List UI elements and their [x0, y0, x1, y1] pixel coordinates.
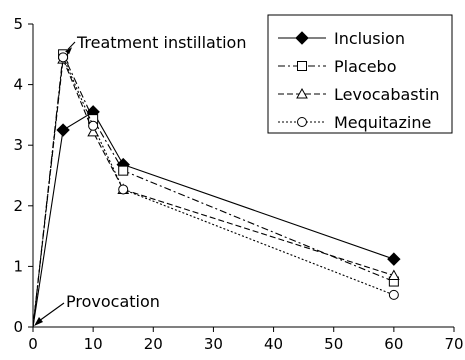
- circle-marker: [88, 120, 99, 131]
- y-tick-label: 1: [13, 257, 23, 275]
- x-tick-label: 70: [444, 335, 463, 353]
- circle-marker: [388, 289, 399, 300]
- circle-marker: [118, 184, 129, 195]
- legend-item-inclusion: Inclusion: [278, 29, 405, 48]
- square-marker: [118, 165, 129, 176]
- diamond-marker: [387, 252, 401, 266]
- triangle-marker: [388, 269, 400, 280]
- annotation-treatment-instillation: Treatment instillation: [76, 33, 246, 52]
- series-layer: [32, 49, 401, 328]
- diamond-marker: [56, 123, 70, 137]
- legend-item-levocabastin: Levocabastin: [278, 85, 440, 104]
- circle-marker: [297, 117, 307, 127]
- annotation-arrow: [67, 41, 76, 50]
- legend-item-placebo: Placebo: [278, 57, 396, 76]
- legend-label-mequitazine: Mequitazine: [334, 113, 431, 132]
- legend-label-placebo: Placebo: [334, 57, 396, 76]
- diamond-marker: [295, 31, 309, 45]
- x-tick-label: 40: [264, 335, 283, 353]
- y-tick-label: 0: [13, 318, 23, 336]
- legend-label-inclusion: Inclusion: [334, 29, 405, 48]
- square-marker: [297, 61, 307, 71]
- triangle-marker: [296, 87, 308, 99]
- x-tick-label: 10: [84, 335, 103, 353]
- legend-item-mequitazine: Mequitazine: [278, 113, 431, 132]
- provocation-arrowhead: [34, 317, 43, 326]
- x-tick-label: 0: [28, 335, 38, 353]
- y-tick-label: 3: [13, 136, 23, 154]
- x-tick-label: 50: [324, 335, 343, 353]
- circle-marker: [58, 52, 69, 63]
- y-tick-label: 4: [13, 76, 23, 94]
- axes: 0 10 20 30 40 50 60 70 0 1 2 3 4 5: [13, 15, 463, 353]
- legend-label-levocabastin: Levocabastin: [334, 85, 440, 104]
- annotation-provocation: Provocation: [66, 292, 160, 311]
- x-tick-label: 60: [384, 335, 403, 353]
- annotation-arrowhead: [65, 47, 73, 55]
- series-line-mequitazine: [32, 55, 395, 328]
- annotation-layer: Treatment instillation Provocation: [34, 33, 246, 326]
- series-line-levocabastin: [32, 58, 395, 328]
- series-mequitazine: [32, 52, 399, 328]
- y-tick-label: 2: [13, 197, 23, 215]
- x-tick-label: 20: [144, 335, 163, 353]
- provocation-arrow: [38, 302, 65, 322]
- y-tick-label: 5: [13, 15, 23, 33]
- x-tick-label: 30: [204, 335, 223, 353]
- legend: Inclusion Placebo Levocabastin Mequitazine: [267, 14, 453, 134]
